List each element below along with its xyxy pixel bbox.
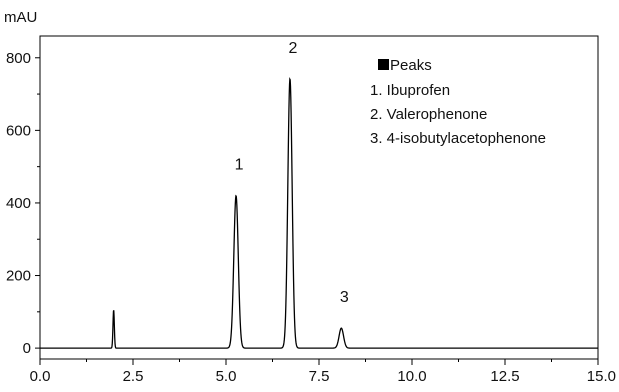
y-axis-unit-label: mAU xyxy=(4,9,37,26)
legend-entry-1: 1. Ibuprofen xyxy=(370,82,450,99)
peak-label-2: 2 xyxy=(289,40,298,57)
x-tick-label: 12.5 xyxy=(490,368,519,385)
x-tick-label: 0.0 xyxy=(30,368,51,385)
y-axis: 0 200 400 600 800 xyxy=(6,50,40,357)
chromatogram-trace xyxy=(40,77,598,349)
y-tick-label: 200 xyxy=(6,268,31,285)
legend-entry-3: 3. 4-isobutylacetophenone xyxy=(370,130,546,147)
legend-title: Peaks xyxy=(390,57,432,74)
peak-label-3: 3 xyxy=(340,289,349,306)
x-tick-label: 15.0 xyxy=(587,368,616,385)
plot-frame xyxy=(39,35,599,360)
peak-label-1: 1 xyxy=(235,157,244,174)
legend-marker xyxy=(378,59,389,70)
x-tick-label: 2.5 xyxy=(123,368,144,385)
x-axis: 0.0 2.5 5.0 7.5 10.0 12.5 15.0 xyxy=(30,359,616,385)
x-tick-label: 7.5 xyxy=(309,368,330,385)
y-tick-label: 600 xyxy=(6,122,31,139)
x-tick-label: 10.0 xyxy=(397,368,426,385)
y-tick-label: 0 xyxy=(23,340,31,357)
legend-entry-2: 2. Valerophenone xyxy=(370,106,487,123)
y-tick-label: 800 xyxy=(6,50,31,67)
y-tick-label: 400 xyxy=(6,195,31,212)
peak-labels: 1 2 3 xyxy=(235,40,349,306)
legend: Peaks 1. Ibuprofen 2. Valerophenone 3. 4… xyxy=(370,57,546,147)
x-tick-label: 5.0 xyxy=(216,368,237,385)
